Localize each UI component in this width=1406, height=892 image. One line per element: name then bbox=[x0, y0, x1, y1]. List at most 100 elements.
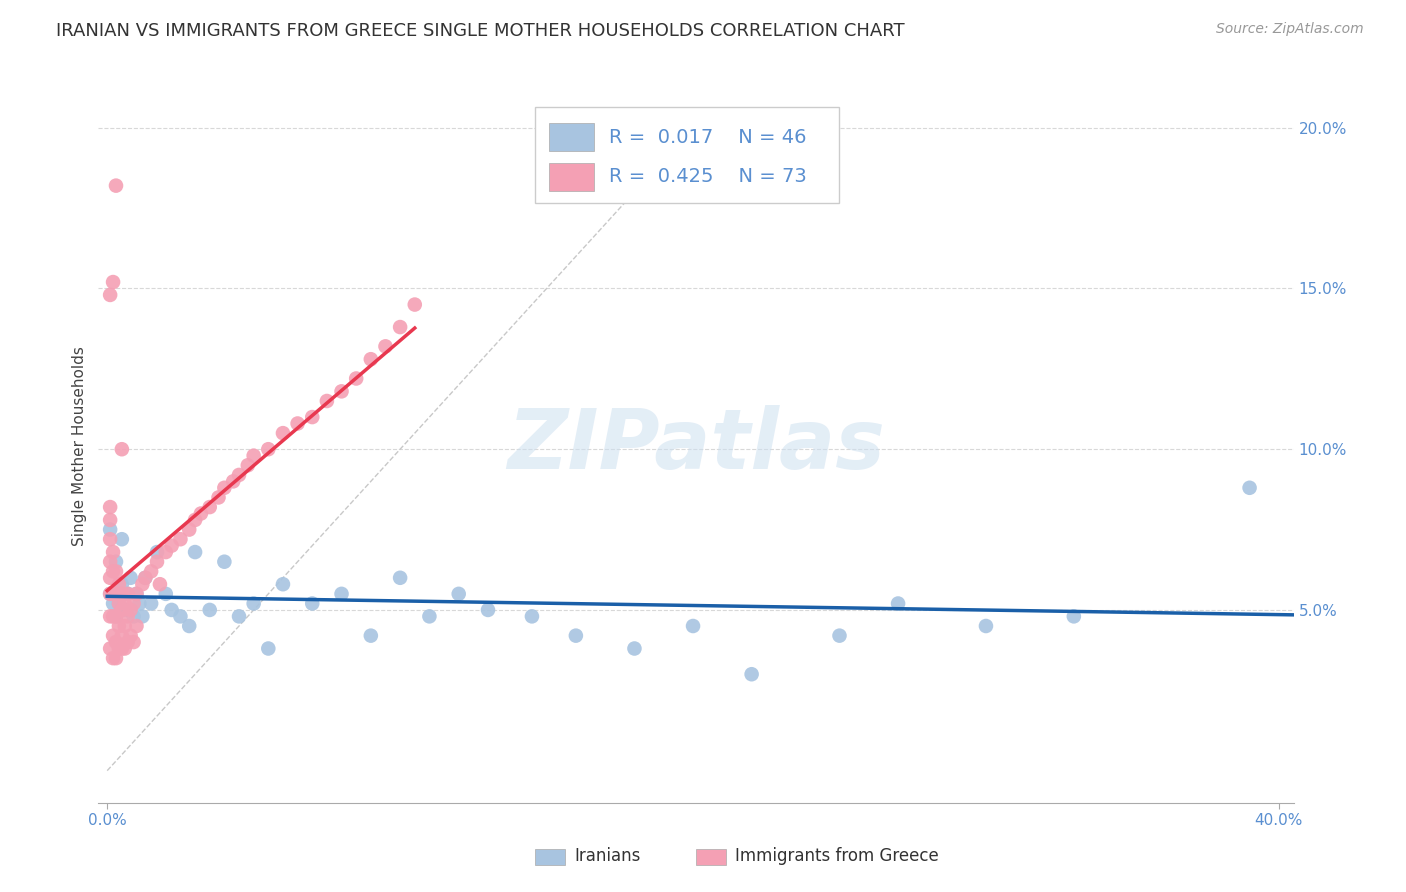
Point bbox=[301, 597, 323, 611]
Point bbox=[155, 545, 177, 559]
Point bbox=[184, 513, 207, 527]
Point bbox=[682, 619, 704, 633]
Point bbox=[111, 603, 134, 617]
Point bbox=[228, 467, 250, 482]
Point bbox=[330, 587, 353, 601]
Point bbox=[114, 597, 136, 611]
Bar bbox=[696, 849, 725, 865]
Point bbox=[120, 571, 142, 585]
Point bbox=[623, 641, 645, 656]
Point bbox=[108, 619, 131, 633]
Point bbox=[125, 587, 148, 601]
Point bbox=[108, 641, 131, 656]
Point bbox=[1063, 609, 1085, 624]
Point bbox=[477, 603, 499, 617]
Point bbox=[169, 533, 191, 547]
Point bbox=[111, 577, 134, 591]
Point bbox=[169, 609, 191, 624]
FancyBboxPatch shape bbox=[534, 107, 839, 203]
Point bbox=[222, 475, 245, 489]
Point bbox=[111, 533, 134, 547]
Point bbox=[447, 587, 470, 601]
Point bbox=[236, 458, 259, 473]
Point bbox=[105, 609, 127, 624]
Point bbox=[146, 555, 169, 569]
Point bbox=[214, 555, 236, 569]
Point bbox=[418, 609, 440, 624]
Point bbox=[98, 523, 121, 537]
Point bbox=[198, 500, 221, 514]
Point bbox=[105, 651, 127, 665]
Point bbox=[101, 565, 124, 579]
Point bbox=[155, 587, 177, 601]
Point bbox=[101, 275, 124, 289]
Point bbox=[98, 533, 121, 547]
Point bbox=[105, 587, 127, 601]
Point bbox=[1239, 481, 1261, 495]
Point bbox=[108, 597, 131, 611]
Point bbox=[520, 609, 543, 624]
Point bbox=[117, 587, 139, 601]
Point bbox=[101, 609, 124, 624]
Point bbox=[105, 635, 127, 649]
Point bbox=[98, 500, 121, 514]
Text: Source: ZipAtlas.com: Source: ZipAtlas.com bbox=[1216, 22, 1364, 37]
Point bbox=[131, 609, 153, 624]
Point bbox=[149, 577, 172, 591]
Point bbox=[160, 603, 183, 617]
Point bbox=[120, 629, 142, 643]
Point bbox=[101, 629, 124, 643]
Point bbox=[122, 597, 145, 611]
Text: IRANIAN VS IMMIGRANTS FROM GREECE SINGLE MOTHER HOUSEHOLDS CORRELATION CHART: IRANIAN VS IMMIGRANTS FROM GREECE SINGLE… bbox=[56, 22, 905, 40]
Point bbox=[105, 178, 127, 193]
Point bbox=[207, 491, 229, 505]
Point bbox=[160, 539, 183, 553]
Bar bbox=[548, 163, 595, 191]
Text: R =  0.017    N = 46: R = 0.017 N = 46 bbox=[609, 128, 806, 146]
Point bbox=[111, 442, 134, 457]
Point bbox=[184, 545, 207, 559]
Point bbox=[117, 635, 139, 649]
Point bbox=[101, 545, 124, 559]
Point bbox=[242, 449, 264, 463]
Point bbox=[125, 619, 148, 633]
Point bbox=[122, 635, 145, 649]
Point bbox=[374, 339, 396, 353]
Text: ZIPatlas: ZIPatlas bbox=[508, 406, 884, 486]
Point bbox=[242, 597, 264, 611]
Point bbox=[98, 587, 121, 601]
Point bbox=[101, 597, 124, 611]
Point bbox=[117, 587, 139, 601]
Text: Iranians: Iranians bbox=[574, 847, 641, 865]
Point bbox=[330, 384, 353, 399]
Point bbox=[120, 603, 142, 617]
Point bbox=[125, 587, 148, 601]
Point bbox=[974, 619, 997, 633]
Point bbox=[105, 555, 127, 569]
Point bbox=[141, 597, 163, 611]
Point bbox=[117, 609, 139, 624]
Point bbox=[179, 523, 201, 537]
Point bbox=[179, 619, 201, 633]
Point bbox=[98, 555, 121, 569]
Point bbox=[214, 481, 236, 495]
Point bbox=[228, 609, 250, 624]
Point bbox=[887, 597, 910, 611]
Bar bbox=[534, 849, 565, 865]
Point bbox=[98, 609, 121, 624]
Point bbox=[111, 641, 134, 656]
Point bbox=[101, 651, 124, 665]
Point bbox=[98, 571, 121, 585]
Point bbox=[389, 320, 412, 334]
Point bbox=[257, 442, 280, 457]
Point bbox=[128, 597, 150, 611]
Point bbox=[141, 565, 163, 579]
Point bbox=[315, 394, 337, 409]
Point bbox=[198, 603, 221, 617]
Text: Immigrants from Greece: Immigrants from Greece bbox=[735, 847, 939, 865]
Point bbox=[114, 603, 136, 617]
Point bbox=[190, 507, 212, 521]
Point bbox=[257, 641, 280, 656]
Point bbox=[108, 597, 131, 611]
Point bbox=[301, 410, 323, 425]
